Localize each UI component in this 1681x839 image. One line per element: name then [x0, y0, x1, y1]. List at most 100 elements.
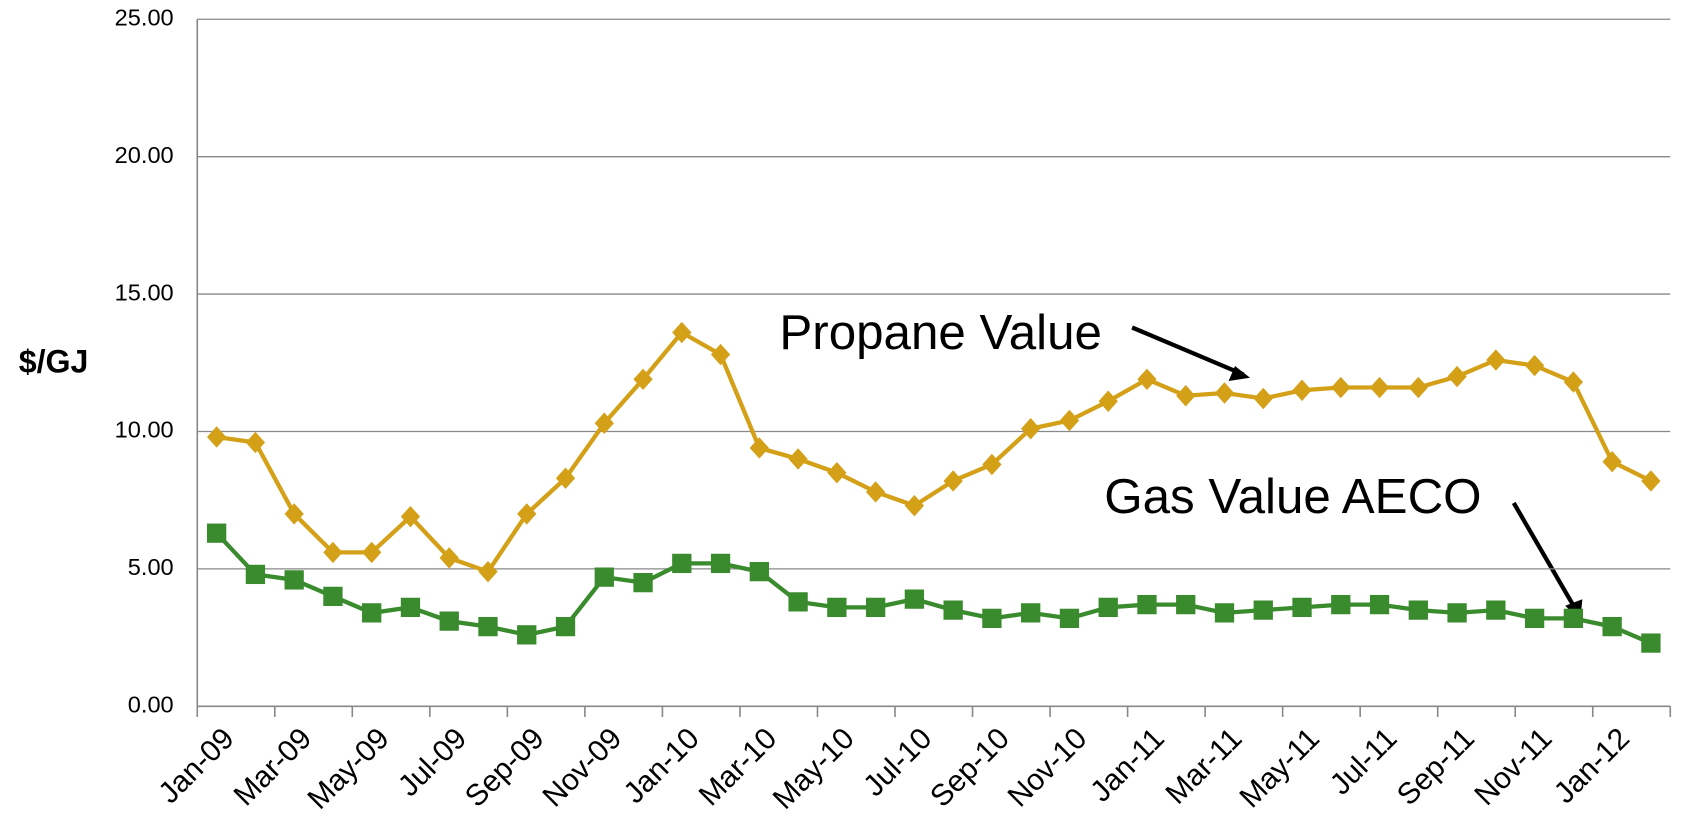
y-tick-label: 20.00 [115, 142, 174, 168]
series-line [216, 329, 1652, 575]
x-tick-label: May-09 [302, 722, 396, 816]
x-tick-label: Nov-11 [1468, 722, 1558, 812]
x-tick-label: May-10 [767, 722, 861, 816]
marker [672, 553, 692, 574]
marker [555, 467, 576, 489]
x-tick-label: Jan-12 [1548, 722, 1636, 810]
marker [1447, 603, 1467, 623]
marker [672, 321, 692, 344]
marker [749, 562, 769, 582]
y-tick-label: 25.00 [115, 4, 174, 30]
marker [865, 597, 886, 617]
marker [1021, 418, 1041, 440]
marker [1369, 594, 1390, 615]
marker [1641, 470, 1661, 492]
y-tick-label: 0.00 [128, 692, 174, 718]
marker [1408, 600, 1428, 620]
marker [1331, 376, 1351, 399]
marker [1447, 365, 1467, 388]
marker [1214, 382, 1235, 404]
y-tick-label: 10.00 [115, 417, 174, 443]
marker [594, 412, 614, 434]
marker [245, 431, 266, 454]
marker [982, 608, 1002, 628]
marker [1563, 371, 1584, 393]
x-tick-label: Jan-09 [152, 722, 240, 810]
marker [1176, 385, 1196, 407]
marker [1602, 451, 1622, 473]
marker [517, 625, 537, 645]
marker [555, 616, 576, 637]
x-tick-label: Nov-09 [536, 722, 628, 814]
marker [943, 600, 963, 620]
marker [1214, 603, 1235, 623]
y-tick-label: 5.00 [128, 554, 174, 580]
x-tick-label: Jan-10 [618, 722, 706, 810]
x-tick-label: Nov-10 [1002, 722, 1094, 814]
marker [206, 523, 227, 543]
x-tick-label: Mar-11 [1159, 722, 1248, 811]
marker [633, 573, 653, 593]
marker [478, 560, 498, 583]
marker [323, 541, 343, 564]
marker [788, 592, 808, 612]
annotation-arrowhead [1228, 365, 1251, 381]
marker [1059, 409, 1080, 432]
annotation-arrow [1131, 325, 1245, 377]
marker [1408, 376, 1428, 399]
marker [400, 597, 421, 617]
marker [1137, 594, 1157, 615]
series-line [215, 531, 1652, 646]
marker [1021, 603, 1041, 623]
y-axis-label: $/GJ [19, 343, 89, 379]
marker [904, 494, 925, 517]
marker [1176, 594, 1196, 615]
marker [1253, 600, 1273, 620]
marker [1253, 387, 1273, 410]
marker [865, 481, 886, 503]
marker [1524, 354, 1545, 377]
marker [245, 564, 266, 585]
marker [1524, 608, 1545, 628]
marker [788, 448, 808, 470]
marker [206, 426, 227, 448]
marker [710, 343, 731, 366]
x-tick-label: May-11 [1233, 722, 1326, 814]
marker [478, 616, 498, 637]
marker [1098, 390, 1118, 412]
x-tick-label: Jan-11 [1084, 722, 1171, 809]
marker [982, 453, 1002, 476]
marker [284, 570, 304, 590]
marker [1292, 379, 1312, 401]
x-tick-label: Mar-09 [228, 722, 319, 812]
marker [1059, 608, 1080, 628]
marker [1369, 376, 1390, 399]
x-tick-label: Sep-09 [459, 722, 551, 814]
annotation-arrow [1511, 501, 1578, 612]
marker [710, 553, 731, 574]
marker [439, 547, 459, 569]
marker [1137, 368, 1157, 390]
marker [1486, 349, 1506, 371]
marker [943, 470, 963, 492]
marker [1486, 600, 1506, 620]
marker [827, 597, 847, 617]
marker [362, 541, 382, 564]
marker [1563, 608, 1584, 628]
marker [323, 586, 343, 607]
marker [439, 611, 459, 631]
marker [1292, 597, 1312, 617]
annotation: Propane Value [779, 305, 1102, 360]
marker [749, 437, 769, 459]
marker [827, 462, 847, 484]
marker [904, 589, 925, 609]
marker [1602, 616, 1622, 637]
marker [284, 503, 304, 525]
marker [633, 368, 653, 390]
marker [594, 567, 614, 587]
marker [362, 603, 382, 623]
marker [1331, 594, 1351, 615]
x-tick-label: Sep-11 [1391, 722, 1481, 812]
